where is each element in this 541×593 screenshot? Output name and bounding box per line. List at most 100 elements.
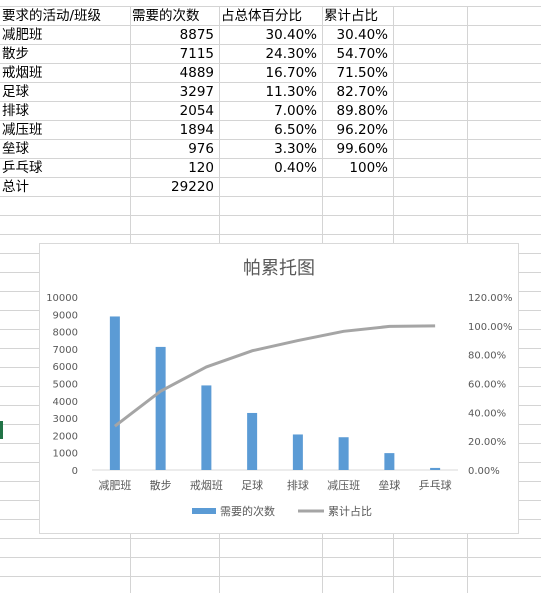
table-cell[interactable]: 减压班 <box>2 122 43 138</box>
left-axis-tick-label: 9000 <box>53 310 78 321</box>
table-cell[interactable]: 54.70% <box>336 46 388 62</box>
row-gridline <box>0 6 541 7</box>
table-cell[interactable]: 6.50% <box>274 122 317 138</box>
row-gridline <box>0 234 541 235</box>
chart-title: 帕累托图 <box>243 258 315 279</box>
table-cell[interactable]: 1894 <box>179 122 214 138</box>
right-axis-tick-label: 120.00% <box>468 293 513 304</box>
table-cell[interactable]: 71.50% <box>336 65 388 81</box>
left-axis-tick-label: 3000 <box>53 414 78 425</box>
table-cell[interactable]: 总计 <box>2 179 29 195</box>
left-axis-tick-label: 4000 <box>53 397 78 408</box>
table-cell[interactable]: 30.40% <box>265 27 317 43</box>
table-cell[interactable]: 戒烟班 <box>2 65 43 81</box>
table-cell[interactable]: 垒球 <box>2 141 29 157</box>
right-axis-tick-label: 80.00% <box>468 351 506 362</box>
bar-减肥班 <box>109 316 120 470</box>
row-gridline <box>0 63 541 64</box>
left-axis-tick-label: 10000 <box>46 293 78 304</box>
table-cell[interactable]: 4889 <box>179 65 214 81</box>
row-gridline <box>0 177 541 178</box>
category-label: 足球 <box>241 478 263 492</box>
category-label: 减肥班 <box>98 479 131 492</box>
row-selection-marker <box>0 421 3 439</box>
table-cell[interactable]: 99.60% <box>336 141 388 157</box>
table-cell[interactable]: 29220 <box>171 179 214 195</box>
table-cell[interactable]: 89.80% <box>336 103 388 119</box>
category-label: 垒球 <box>378 478 400 492</box>
table-cell[interactable]: 24.30% <box>265 46 317 62</box>
bar-乒乓球 <box>430 467 441 470</box>
category-label: 乒乓球 <box>419 478 452 492</box>
bar-戒烟班 <box>201 385 212 470</box>
row-gridline <box>0 538 541 539</box>
category-labels: 减肥班 散步 戒烟班 足球 排球 减压班 垒球 乒乓球 <box>98 478 451 492</box>
right-axis-tick-label: 0.00% <box>468 466 500 477</box>
row-gridline <box>0 82 541 83</box>
table-cell[interactable]: 3.30% <box>274 141 317 157</box>
row-gridline <box>0 215 541 216</box>
row-gridline <box>0 101 541 102</box>
table-cell[interactable]: 0.40% <box>274 160 317 176</box>
row-gridline <box>0 120 541 121</box>
table-cell[interactable]: 7.00% <box>274 103 317 119</box>
table-cell[interactable]: 7115 <box>179 46 214 62</box>
header-cell[interactable]: 要求的活动/班级 <box>2 8 102 24</box>
left-axis-tick-label: 0 <box>72 466 78 477</box>
table-cell[interactable]: 乒乓球 <box>2 160 43 176</box>
left-axis-tick-label: 8000 <box>53 328 78 339</box>
category-label: 减压班 <box>327 479 360 492</box>
chart-legend: 需要的次数 累计占比 <box>192 504 372 518</box>
category-label: 戒烟班 <box>190 478 223 492</box>
header-cell[interactable]: 累计占比 <box>324 8 378 24</box>
row-gridline <box>0 196 541 197</box>
bar-散步 <box>155 346 166 470</box>
pareto-chart[interactable]: 帕累托图 0 1000 2000 3000 4000 5000 6000 7000 8000 90… <box>39 243 519 534</box>
table-cell[interactable]: 82.70% <box>336 84 388 100</box>
bar-减压班 <box>338 437 349 470</box>
category-label: 散步 <box>150 478 172 492</box>
row-gridline <box>0 158 541 159</box>
table-cell[interactable]: 足球 <box>2 84 29 100</box>
row-gridline <box>0 139 541 140</box>
left-axis-tick-label: 6000 <box>53 362 78 373</box>
table-cell[interactable]: 8875 <box>179 27 214 43</box>
table-cell[interactable]: 3297 <box>179 84 214 100</box>
legend-line-label: 累计占比 <box>328 504 372 518</box>
table-cell[interactable]: 散步 <box>2 46 29 62</box>
left-axis-tick-label: 2000 <box>53 431 78 442</box>
table-cell[interactable]: 2054 <box>179 103 214 119</box>
column-header-strip <box>0 0 541 6</box>
bar-足球 <box>247 412 258 470</box>
bar-垒球 <box>384 453 395 470</box>
left-axis-tick-label: 7000 <box>53 345 78 356</box>
table-cell[interactable]: 120 <box>188 160 214 176</box>
table-cell[interactable]: 30.40% <box>336 27 388 43</box>
right-axis-tick-label: 20.00% <box>468 437 506 448</box>
right-axis-tick-label: 100.00% <box>468 322 513 333</box>
right-axis-tick-label: 40.00% <box>468 408 506 419</box>
table-cell[interactable]: 976 <box>188 141 214 157</box>
category-label: 排球 <box>287 478 309 492</box>
chart-canvas: 帕累托图 0 1000 2000 3000 4000 5000 6000 7000 8000 90… <box>46 258 513 518</box>
row-gridline <box>0 557 541 558</box>
table-cell[interactable]: 排球 <box>2 103 29 119</box>
row-gridline <box>0 44 541 45</box>
header-cell[interactable]: 需要的次数 <box>132 8 200 24</box>
table-cell[interactable]: 减肥班 <box>2 27 43 43</box>
bar-排球 <box>292 434 303 470</box>
legend-bar-label: 需要的次数 <box>220 504 275 518</box>
left-axis-tick-label: 1000 <box>53 449 78 460</box>
bar-series <box>109 316 441 470</box>
table-cell[interactable]: 16.70% <box>265 65 317 81</box>
left-axis-tick-label: 5000 <box>53 380 78 391</box>
row-gridline <box>0 576 541 577</box>
table-cell[interactable]: 11.30% <box>265 84 317 100</box>
right-axis-labels: 0.00% 20.00% 40.00% 60.00% 80.00% 100.00% 120.… <box>468 293 513 477</box>
table-cell[interactable]: 96.20% <box>336 122 388 138</box>
cumulative-line <box>113 324 436 428</box>
header-cell[interactable]: 占总体百分比 <box>221 8 302 24</box>
table-cell[interactable]: 100% <box>349 160 388 176</box>
right-axis-tick-label: 60.00% <box>468 380 506 391</box>
row-gridline <box>0 25 541 26</box>
